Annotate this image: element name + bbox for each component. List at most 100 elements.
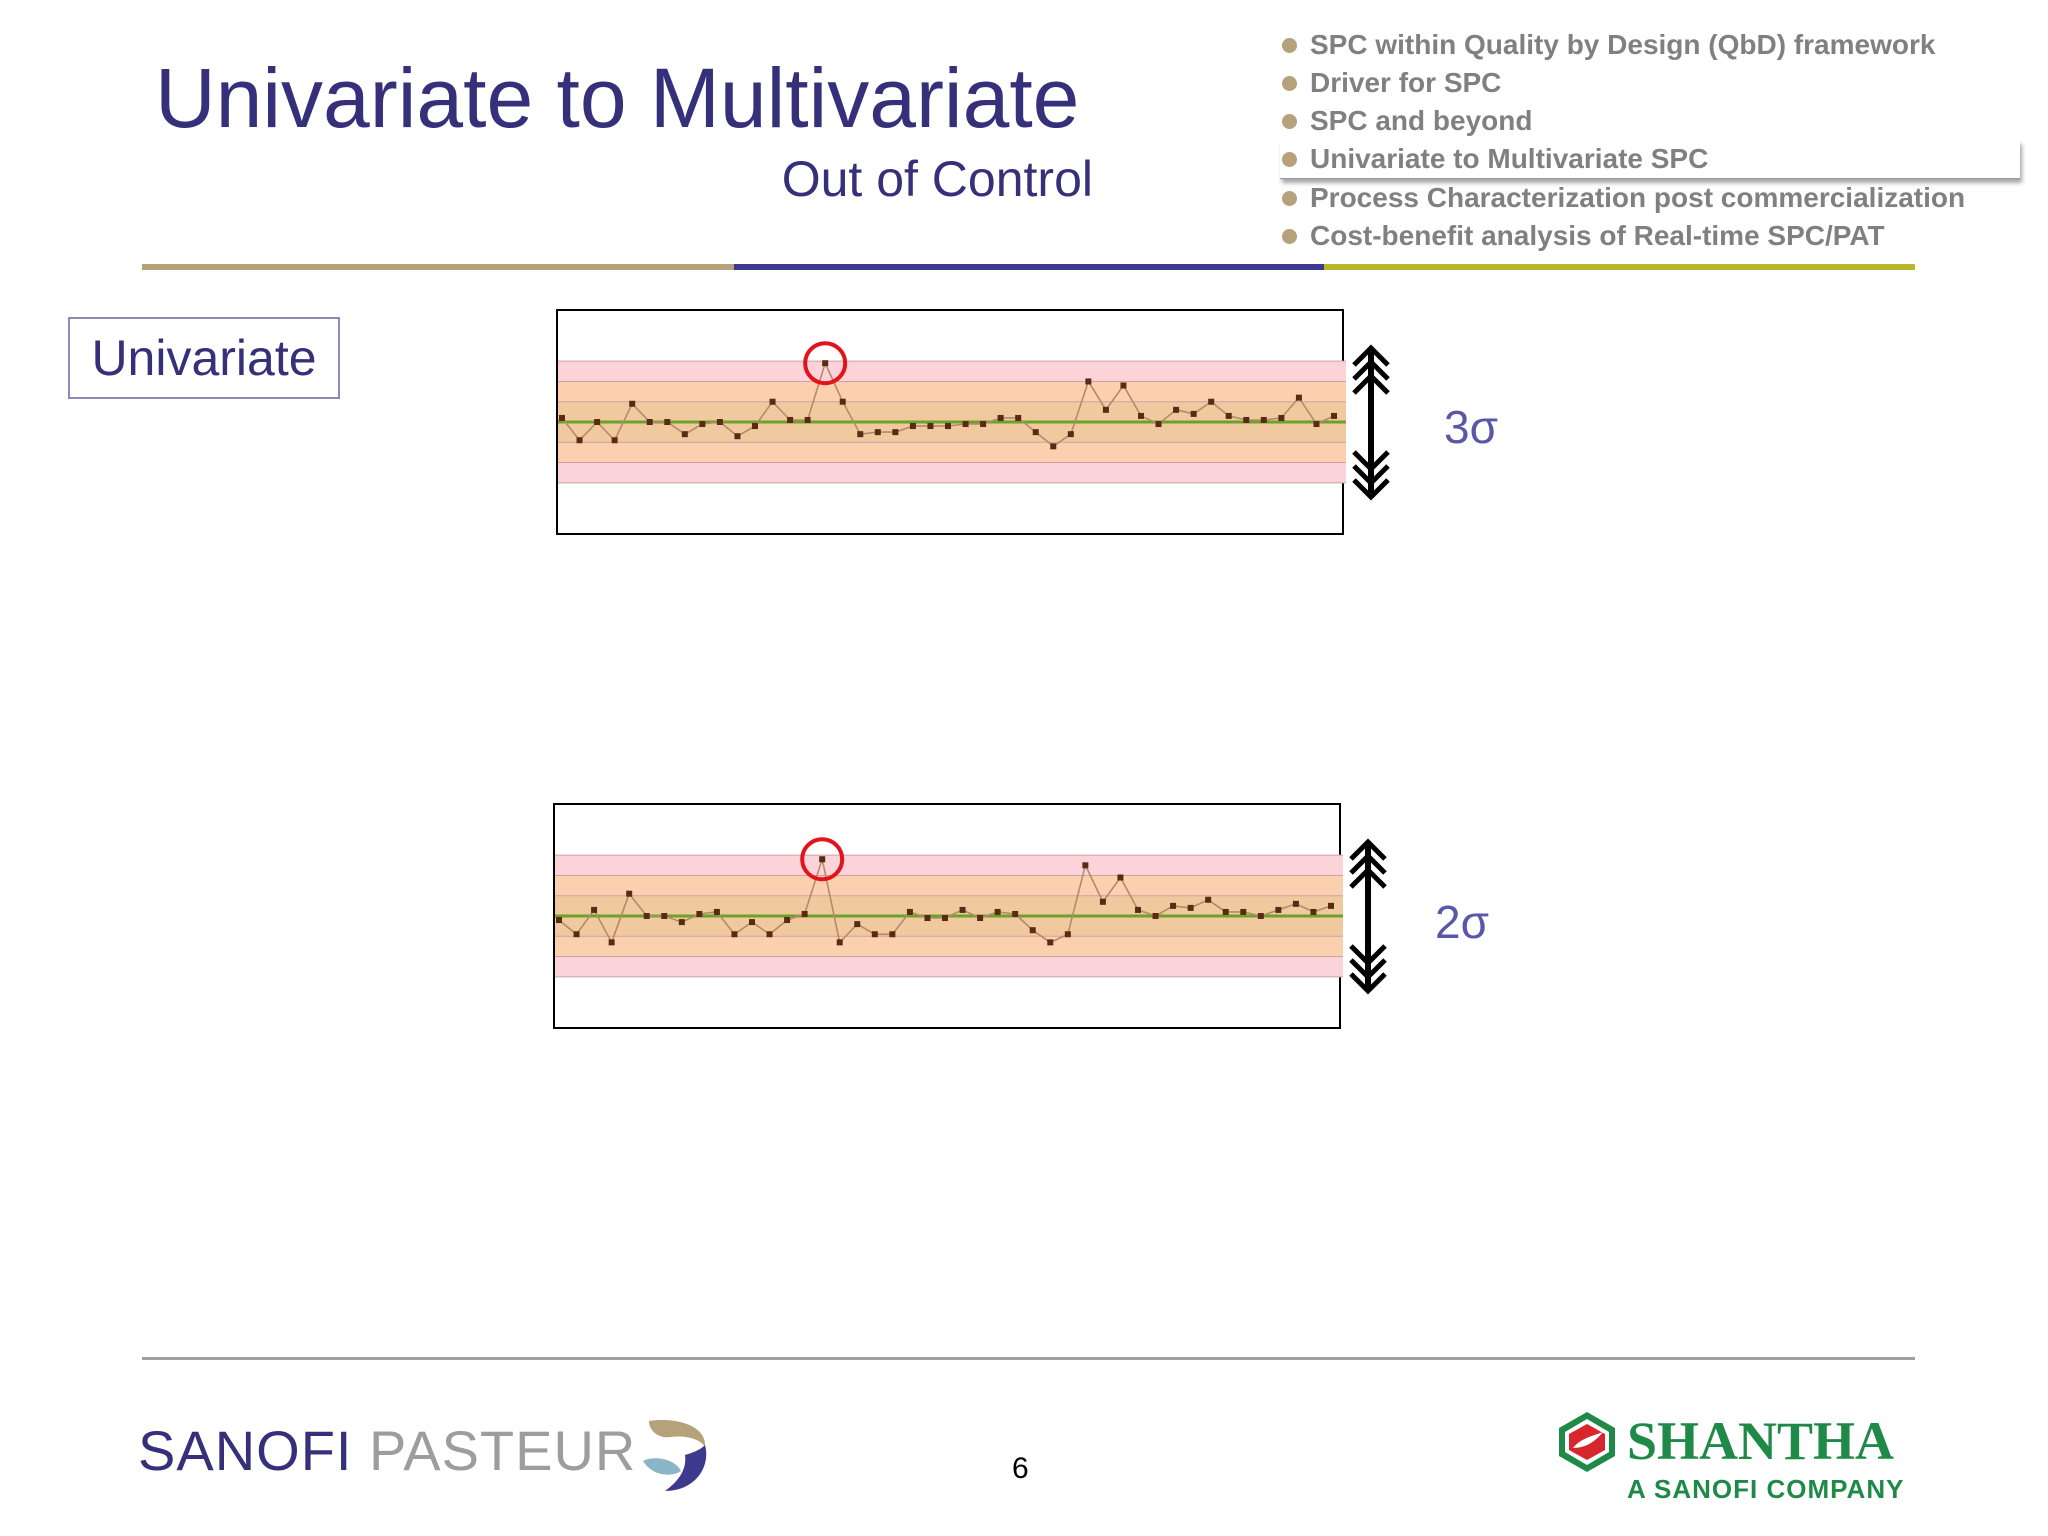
sigma-arrow-head xyxy=(1349,838,1387,861)
data-point xyxy=(945,423,951,430)
control-chart-2 xyxy=(553,803,1343,1029)
data-point xyxy=(1155,421,1162,428)
agenda-item[interactable]: SPC within Quality by Design (QbD) frame… xyxy=(1280,26,2020,64)
data-point xyxy=(1099,898,1106,905)
agenda-item-label: SPC within Quality by Design (QbD) frame… xyxy=(1310,29,1936,60)
out-of-control-marker xyxy=(800,837,845,882)
data-point xyxy=(892,429,899,436)
sigma-arrow-head xyxy=(1352,450,1390,473)
data-point xyxy=(646,419,653,425)
sigma-arrow-head xyxy=(1349,972,1387,995)
data-point xyxy=(766,931,773,938)
agenda-list: SPC within Quality by Design (QbD) frame… xyxy=(1280,26,2020,255)
data-point xyxy=(1047,939,1054,946)
bullet-icon xyxy=(1282,191,1297,206)
data-point xyxy=(787,416,794,423)
data-point xyxy=(1015,414,1022,421)
sanofi-pasteur-logo: SANOFI PASTEUR xyxy=(138,1418,636,1483)
data-point xyxy=(1082,862,1089,869)
sigma-label-2: 2σ xyxy=(1435,896,1489,948)
data-point xyxy=(801,910,808,917)
header-rule-segment-3 xyxy=(1324,264,1915,270)
data-point xyxy=(959,906,966,913)
data-point xyxy=(696,910,703,917)
data-point xyxy=(889,931,896,938)
logo-text-pasteur: PASTEUR xyxy=(352,1419,637,1482)
data-point xyxy=(804,416,811,423)
footer-rule xyxy=(142,1357,1915,1360)
agenda-item-label: SPC and beyond xyxy=(1310,105,1533,136)
data-point xyxy=(1225,412,1232,419)
control-chart-1-svg xyxy=(558,341,1346,484)
page-number: 6 xyxy=(1012,1452,1029,1485)
agenda-item-label: Cost-benefit analysis of Real-time SPC/P… xyxy=(1310,220,1885,251)
data-point xyxy=(643,913,650,919)
data-point xyxy=(784,917,791,924)
data-point xyxy=(836,939,843,946)
data-point xyxy=(994,908,1001,915)
data-point xyxy=(1187,904,1194,911)
data-point xyxy=(1120,382,1127,389)
section-label: Univariate xyxy=(68,317,340,399)
data-point xyxy=(591,906,598,913)
agenda-item[interactable]: Process Characterization post commercial… xyxy=(1280,179,2020,217)
agenda-item[interactable]: Cost-benefit analysis of Real-time SPC/P… xyxy=(1280,217,2020,255)
sigma-arrow-head xyxy=(1352,372,1390,395)
data-point xyxy=(1170,902,1177,909)
data-point xyxy=(559,414,565,421)
data-point xyxy=(1173,406,1180,413)
data-point xyxy=(977,915,984,922)
data-point xyxy=(1310,908,1317,915)
data-point xyxy=(626,890,633,897)
data-point xyxy=(1138,412,1144,419)
sanofi-swirl-icon xyxy=(643,1420,707,1491)
data-point xyxy=(1275,906,1282,913)
data-point xyxy=(1102,406,1109,413)
data-point xyxy=(819,856,826,863)
agenda-item[interactable]: Driver for SPC xyxy=(1280,64,2020,102)
bullet-icon xyxy=(1282,152,1297,167)
data-point xyxy=(924,915,931,922)
data-point xyxy=(1190,410,1197,417)
data-point xyxy=(661,913,668,919)
agenda-item-label: Driver for SPC xyxy=(1310,67,1502,98)
data-point xyxy=(556,917,562,924)
data-point xyxy=(942,915,948,922)
logo-text-tagline: A SANOFI COMPANY xyxy=(1627,1474,1905,1504)
bullet-icon xyxy=(1282,114,1297,129)
control-chart-1 xyxy=(556,309,1346,535)
data-point xyxy=(769,398,776,405)
data-point xyxy=(573,931,580,938)
data-point xyxy=(731,931,738,938)
data-point xyxy=(678,919,685,926)
data-point xyxy=(1050,443,1057,450)
data-point xyxy=(1295,394,1302,401)
agenda-item[interactable]: SPC and beyond xyxy=(1280,102,2020,140)
data-point xyxy=(1260,416,1267,423)
data-point xyxy=(854,921,861,928)
sigma-arrow-head xyxy=(1349,852,1387,875)
control-chart-2-svg xyxy=(555,837,1343,978)
sigma-range-arrows-2 xyxy=(1349,838,1387,995)
data-point xyxy=(1331,412,1337,419)
data-point xyxy=(857,431,864,438)
data-point xyxy=(1328,902,1334,909)
data-point xyxy=(752,423,758,430)
sigma-arrow-head xyxy=(1352,344,1390,367)
agenda-item-active[interactable]: Univariate to Multivariate SPC xyxy=(1280,140,2020,179)
data-point xyxy=(576,437,583,444)
data-point xyxy=(962,421,969,428)
header-rule-segment-1 xyxy=(142,264,734,270)
data-point xyxy=(1032,429,1039,436)
data-point xyxy=(699,421,706,428)
data-point xyxy=(1205,896,1212,903)
data-point xyxy=(997,414,1004,421)
data-point xyxy=(1222,908,1229,915)
data-point xyxy=(1313,421,1320,428)
data-point xyxy=(716,419,723,425)
sigma-arrow-head xyxy=(1349,958,1387,981)
logo-text-sanofi: SANOFI xyxy=(138,1419,353,1482)
data-point xyxy=(1243,416,1250,423)
bullet-icon xyxy=(1282,76,1297,91)
data-point xyxy=(822,360,829,367)
